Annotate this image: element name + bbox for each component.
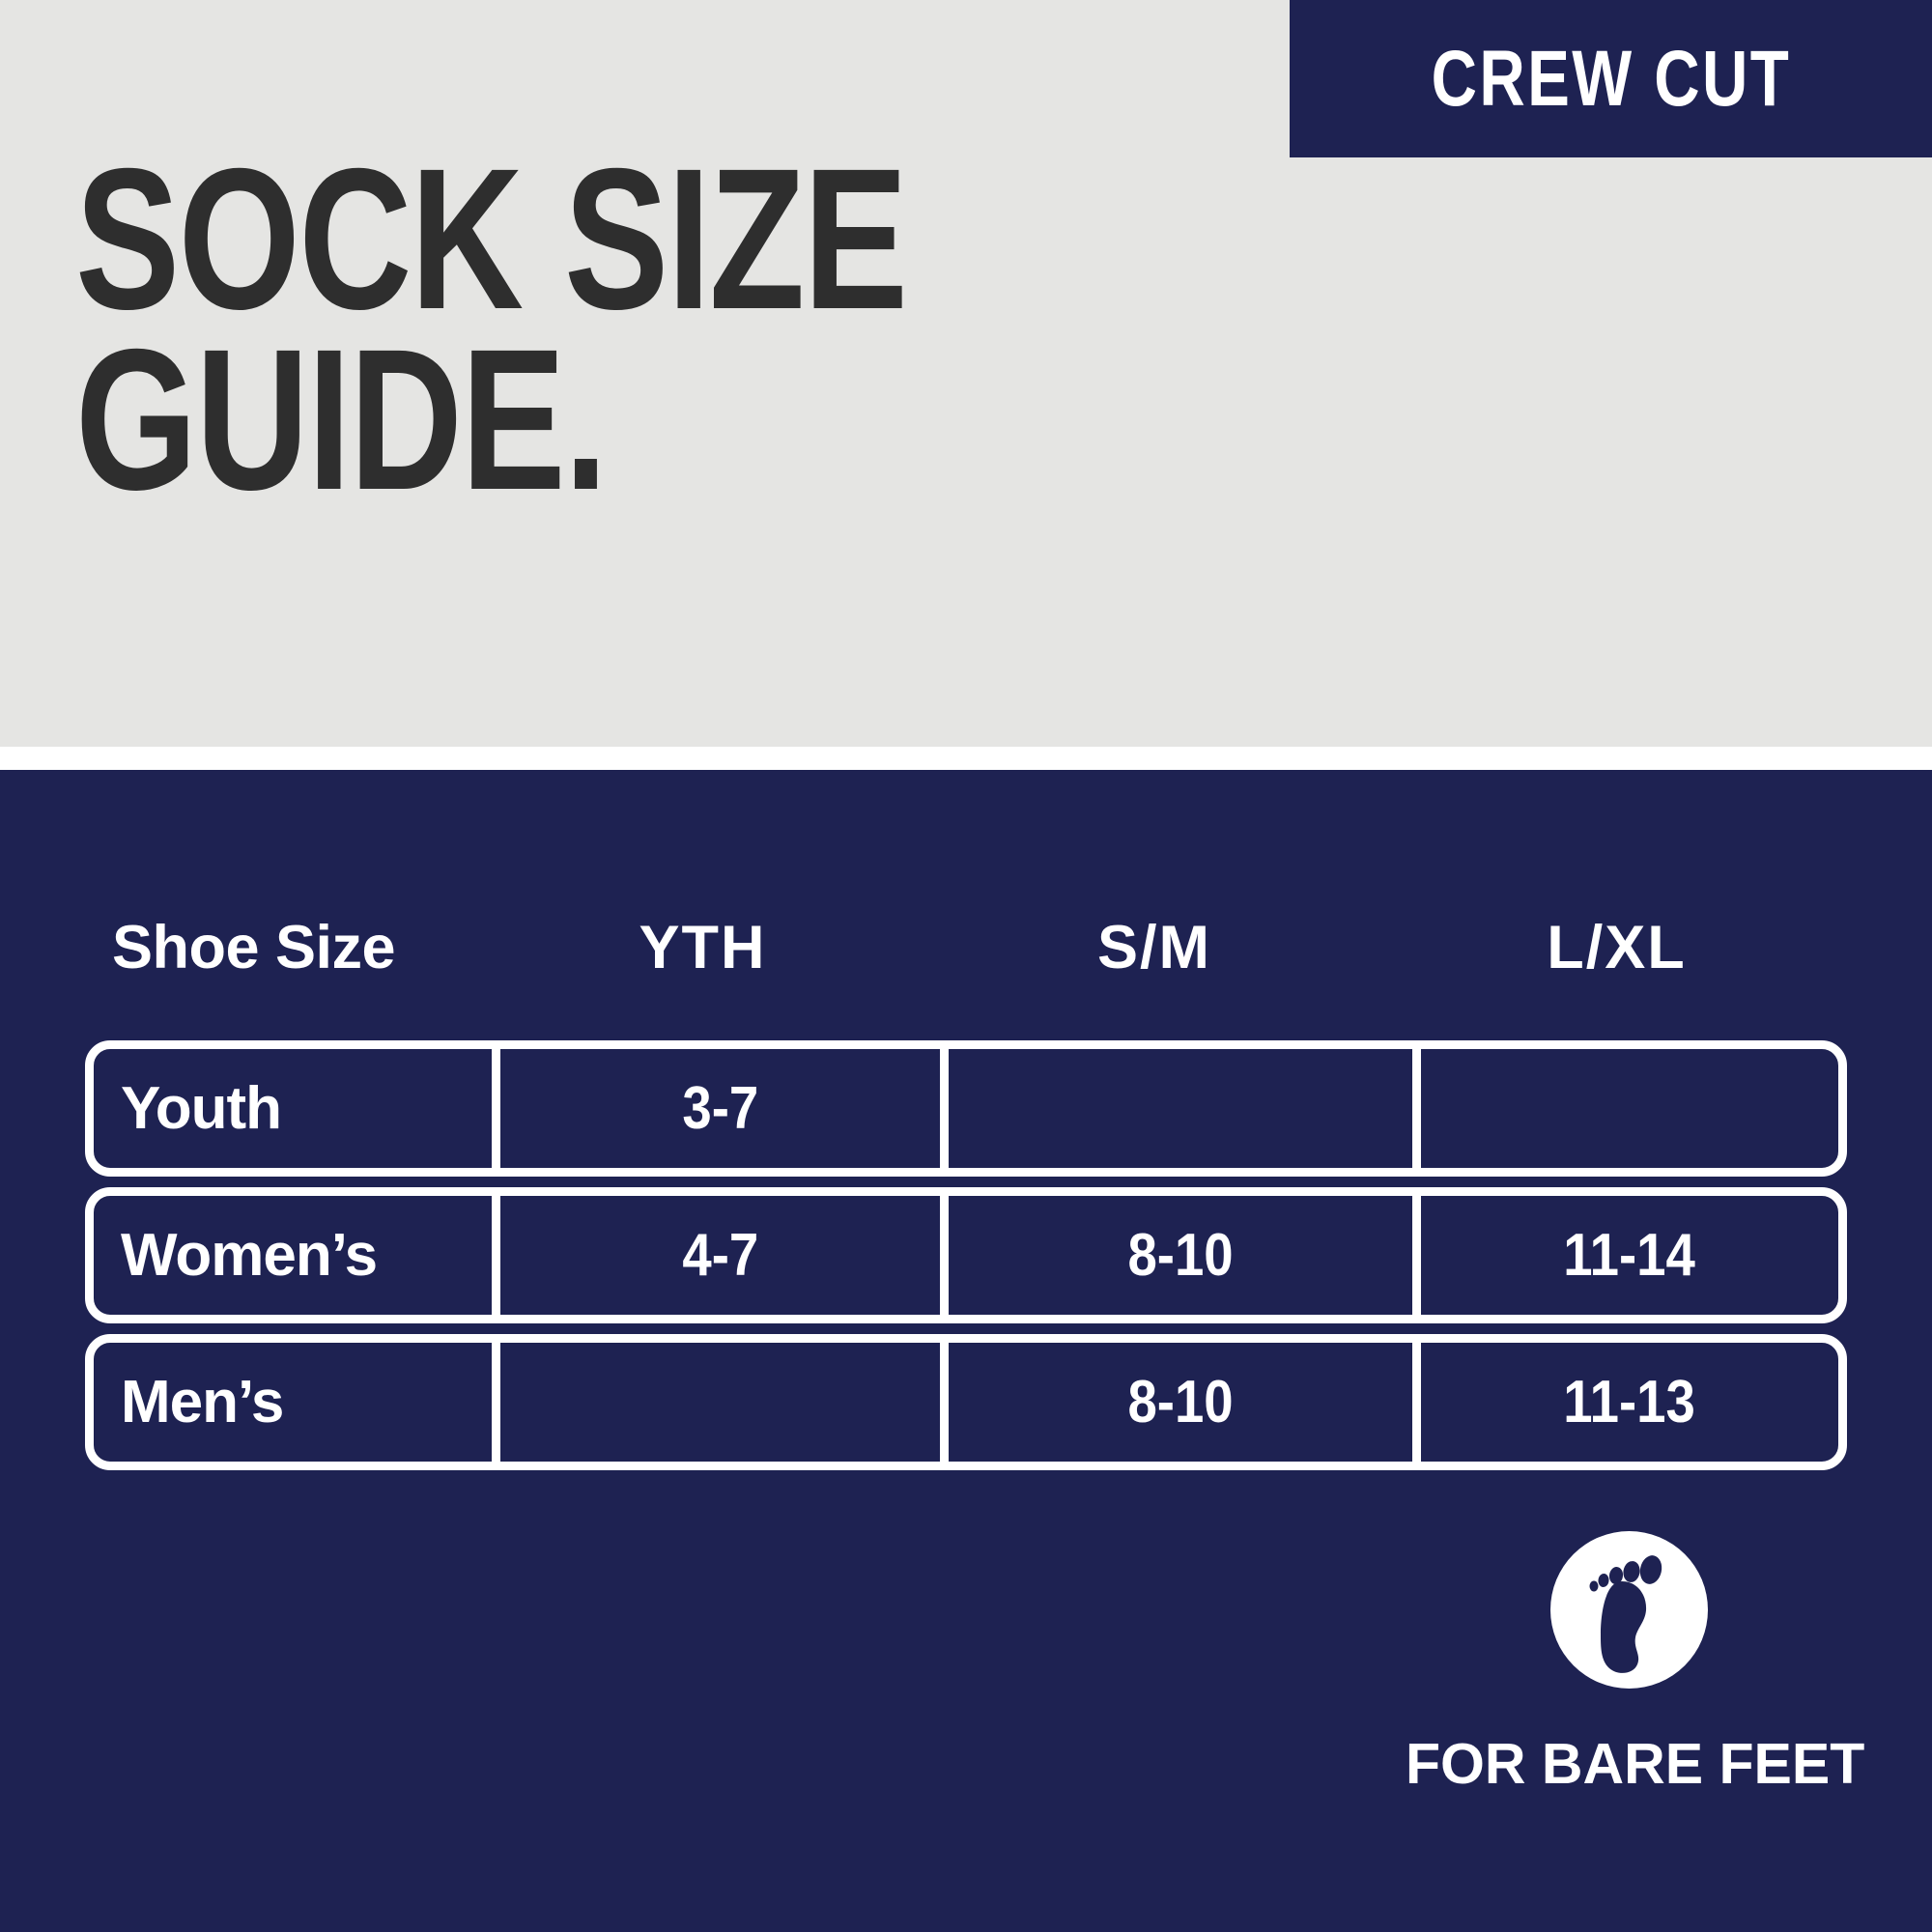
row-label-youth: Youth: [121, 1075, 282, 1142]
size-table-header-row: Shoe Size YTH S/M L/XL: [85, 913, 1847, 982]
brand-lockup: FOR BARE FEET: [1406, 1531, 1865, 1821]
brand-name: FOR BARE FEET: [1406, 1732, 1865, 1796]
cell-mens-lxl-value: 11-13: [1563, 1369, 1696, 1435]
cell-youth-sm: [940, 1049, 1412, 1168]
column-header-lxl: L/XL: [1547, 914, 1687, 981]
cell-youth-lxl: [1412, 1049, 1838, 1168]
cell-womens-lxl: 11-14: [1412, 1196, 1838, 1315]
hero-panel: CREW CUT SOCK SIZE GUIDE.: [0, 0, 1932, 747]
cell-mens-lxl: 11-13: [1412, 1343, 1838, 1462]
page-title-line-2: GUIDE.: [75, 308, 608, 533]
column-header-shoe-size: Shoe Size: [112, 914, 396, 981]
row-label-womens: Women’s: [121, 1222, 378, 1289]
cell-youth-yth: 3-7: [492, 1049, 940, 1168]
table-row: Women’s 4-7 8-10 11-14: [85, 1187, 1847, 1323]
cell-womens-sm: 8-10: [940, 1196, 1412, 1315]
size-chart-panel: Shoe Size YTH S/M L/XL Youth 3-7 Women’s: [0, 770, 1932, 1932]
cell-womens-sm-value: 8-10: [1127, 1222, 1234, 1289]
page-title-line-1: SOCK SIZE: [75, 128, 908, 352]
page-title: SOCK SIZE GUIDE.: [75, 128, 1138, 533]
crew-cut-badge-label: CREW CUT: [1431, 34, 1791, 123]
cell-womens-yth-value: 4-7: [682, 1222, 758, 1289]
row-label-mens: Men’s: [121, 1369, 284, 1435]
column-header-yth: YTH: [639, 914, 767, 981]
cell-womens-yth: 4-7: [492, 1196, 940, 1315]
footprint-icon: [1550, 1531, 1708, 1689]
crew-cut-badge: CREW CUT: [1290, 0, 1932, 157]
column-header-sm: S/M: [1096, 914, 1211, 981]
cell-youth-yth-value: 3-7: [682, 1075, 758, 1142]
cell-mens-yth: [492, 1343, 940, 1462]
table-row: Men’s 8-10 11-13: [85, 1334, 1847, 1470]
cell-mens-sm: 8-10: [940, 1343, 1412, 1462]
table-row: Youth 3-7: [85, 1040, 1847, 1177]
cell-mens-sm-value: 8-10: [1127, 1369, 1234, 1435]
cell-womens-lxl-value: 11-14: [1563, 1222, 1696, 1289]
size-table: Youth 3-7 Women’s 4-7 8-10: [85, 1040, 1847, 1470]
